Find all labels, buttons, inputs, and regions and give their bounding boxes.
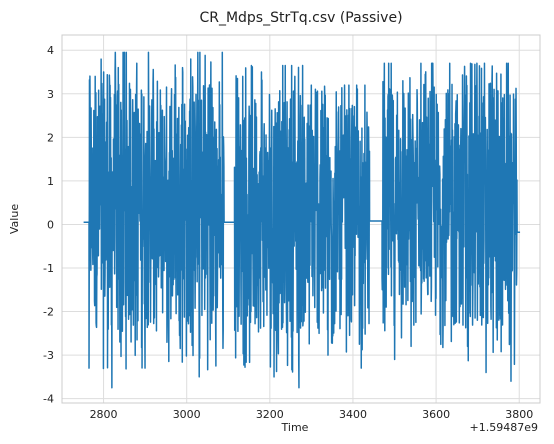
plot-frame: [61, 34, 541, 404]
chart-title: CR_Mdps_StrTq.csv (Passive): [199, 10, 402, 26]
x-offset-label: +1.59487e9: [470, 421, 538, 434]
x-tick-label: 3200: [256, 408, 284, 421]
y-tick-label: -1: [43, 262, 54, 275]
y-tick-labels: -4 -3 -2 -1 0 1 2 3 4: [43, 44, 54, 405]
y-tick-label: -4: [43, 393, 54, 406]
series-line: [83, 51, 521, 389]
x-tick-label: 2800: [90, 408, 118, 421]
x-axis-label: Time: [281, 421, 309, 434]
series-line-layer: [83, 51, 521, 389]
y-tick-label: 4: [47, 44, 54, 57]
x-tick-labels: 2800 3000 3200 3400 3600 3800: [90, 408, 534, 421]
x-tick-label: 3600: [422, 408, 450, 421]
y-tick-label: -3: [43, 349, 54, 362]
y-tick-label: -2: [43, 306, 54, 319]
y-tick-label: 3: [47, 88, 54, 101]
x-tick-label: 3400: [339, 408, 367, 421]
x-tick-label: 3000: [173, 408, 201, 421]
y-tick-label: 0: [47, 218, 54, 231]
y-tick-label: 1: [47, 175, 54, 188]
y-tick-label: 2: [47, 131, 54, 144]
y-axis-label: Value: [8, 204, 21, 234]
x-tick-label: 3800: [505, 408, 533, 421]
